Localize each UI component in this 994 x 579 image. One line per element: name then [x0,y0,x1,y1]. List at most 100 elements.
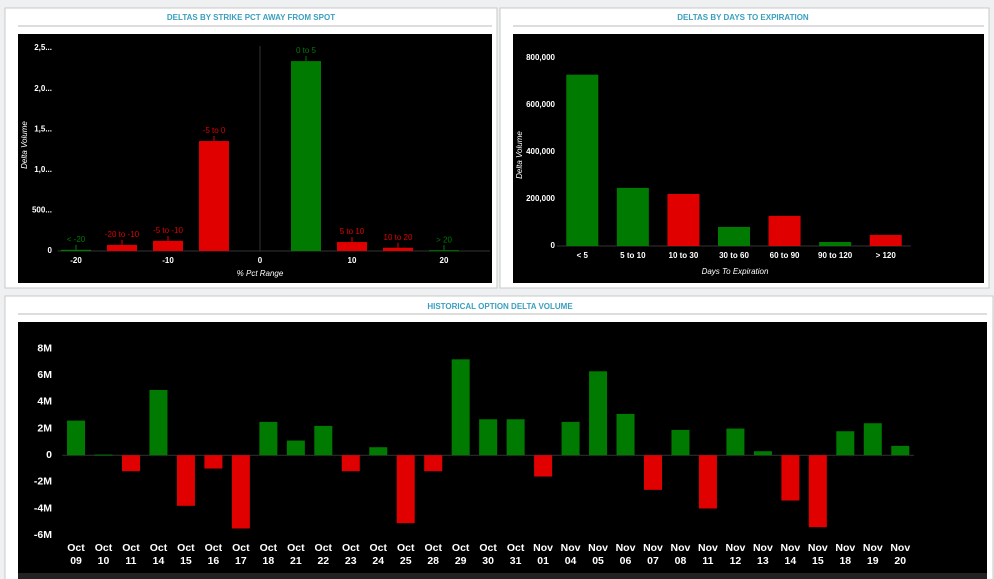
x-tick-label: 11 [702,555,713,567]
y-tick-label: 600,000 [526,100,555,109]
x-tick-label: 30 [482,555,494,567]
y-tick-label: 8M [37,342,52,354]
chart-title: HISTORICAL OPTION DELTA VOLUME [427,302,573,311]
y-tick-label: 6M [37,369,52,381]
bar [424,455,443,472]
bar [204,455,223,469]
bar [667,194,700,246]
bar [643,455,662,490]
y-tick-label: 0 [46,449,52,461]
x-tick-label: 28 [427,555,439,567]
chart-title: DELTAS BY STRIKE PCT AWAY FROM SPOT [167,13,335,22]
scrollbar [18,573,987,579]
y-tick-label: -6M [34,529,52,541]
bar [107,244,137,251]
bar [259,421,278,456]
bar [149,389,168,456]
bar [726,428,745,456]
y-axis-title: Delta Volume [20,121,29,169]
x-tick-label: Nov [725,542,745,554]
x-tick-label: Oct [315,542,333,554]
y-axis-title: Delta Volume [515,131,524,179]
x-tick-label: Oct [507,542,525,554]
x-tick-label: 01 [537,555,549,567]
y-tick-label: 2M [37,422,52,434]
y-tick-label: 2,0... [34,84,52,93]
bar [534,455,553,477]
x-tick-label: 22 [317,555,329,567]
x-tick-label: 5 to 10 [620,251,646,260]
bar [337,242,367,251]
x-tick-label: Oct [232,542,250,554]
bar [808,455,827,528]
x-tick-label: Nov [698,542,718,554]
bar [369,447,388,456]
x-tick-label: Oct [95,542,113,554]
y-tick-label: -4M [34,502,52,514]
bar [869,234,902,246]
x-tick-label: 23 [345,555,357,567]
x-tick-label: 90 to 120 [818,251,853,260]
x-tick-label: 13 [757,555,769,567]
chart-title: DELTAS BY DAYS TO EXPIRATION [677,13,809,22]
x-tick-label: Nov [616,542,636,554]
bar [566,74,599,247]
y-tick-label: 800,000 [526,53,555,62]
x-tick-label: Nov [808,542,828,554]
bar [616,187,649,246]
y-tick-label: 0 [48,246,53,255]
bar [616,413,635,456]
x-tick-label: Nov [671,542,691,554]
bar [121,455,140,472]
bar [67,420,86,456]
x-tick-label: 09 [70,555,82,567]
x-tick-label: Nov [835,542,855,554]
bar-label: 0 to 5 [296,46,317,55]
x-tick-label: 06 [620,555,632,567]
x-tick-label: 20 [440,256,449,265]
y-tick-label: 500... [32,206,52,215]
x-tick-label: Oct [397,542,415,554]
x-tick-label: 31 [510,555,522,567]
y-tick-label: 0 [551,241,556,250]
x-tick-label: Oct [369,542,387,554]
bar [561,421,580,456]
bar [698,455,717,509]
x-tick-label: Nov [561,542,581,554]
x-tick-label: 10 [348,256,357,265]
x-tick-label: Oct [260,542,278,554]
x-tick-label: 10 [98,555,110,567]
x-tick-label: 10 to 30 [669,251,699,260]
x-tick-label: Oct [287,542,305,554]
x-tick-label: 25 [400,555,412,567]
x-tick-label: Oct [122,542,140,554]
bar [231,455,250,529]
bar [291,61,321,251]
x-tick-label: 29 [455,555,467,567]
x-tick-label: 07 [647,555,659,567]
x-tick-label: 16 [208,555,220,567]
bar [396,455,415,524]
x-tick-label: Nov [890,542,910,554]
bar [479,419,498,456]
bar [781,455,800,501]
x-tick-label: -20 [70,256,82,265]
x-tick-label: 19 [867,555,879,567]
bar-label: -5 to 0 [203,126,226,135]
bar-label: -5 to -10 [153,226,183,235]
x-tick-label: 14 [153,555,165,567]
bar [383,247,413,251]
x-tick-label: Nov [643,542,663,554]
bar [451,359,470,456]
x-tick-label: Oct [479,542,497,554]
bar [199,141,229,251]
bar [891,445,910,456]
y-tick-label: 2,5... [34,43,52,52]
x-tick-label: 18 [839,555,851,567]
bar [286,440,305,456]
y-tick-label: 200,000 [526,194,555,203]
plot-background [18,34,492,283]
bar [314,425,333,456]
x-tick-label: 15 [812,555,824,567]
